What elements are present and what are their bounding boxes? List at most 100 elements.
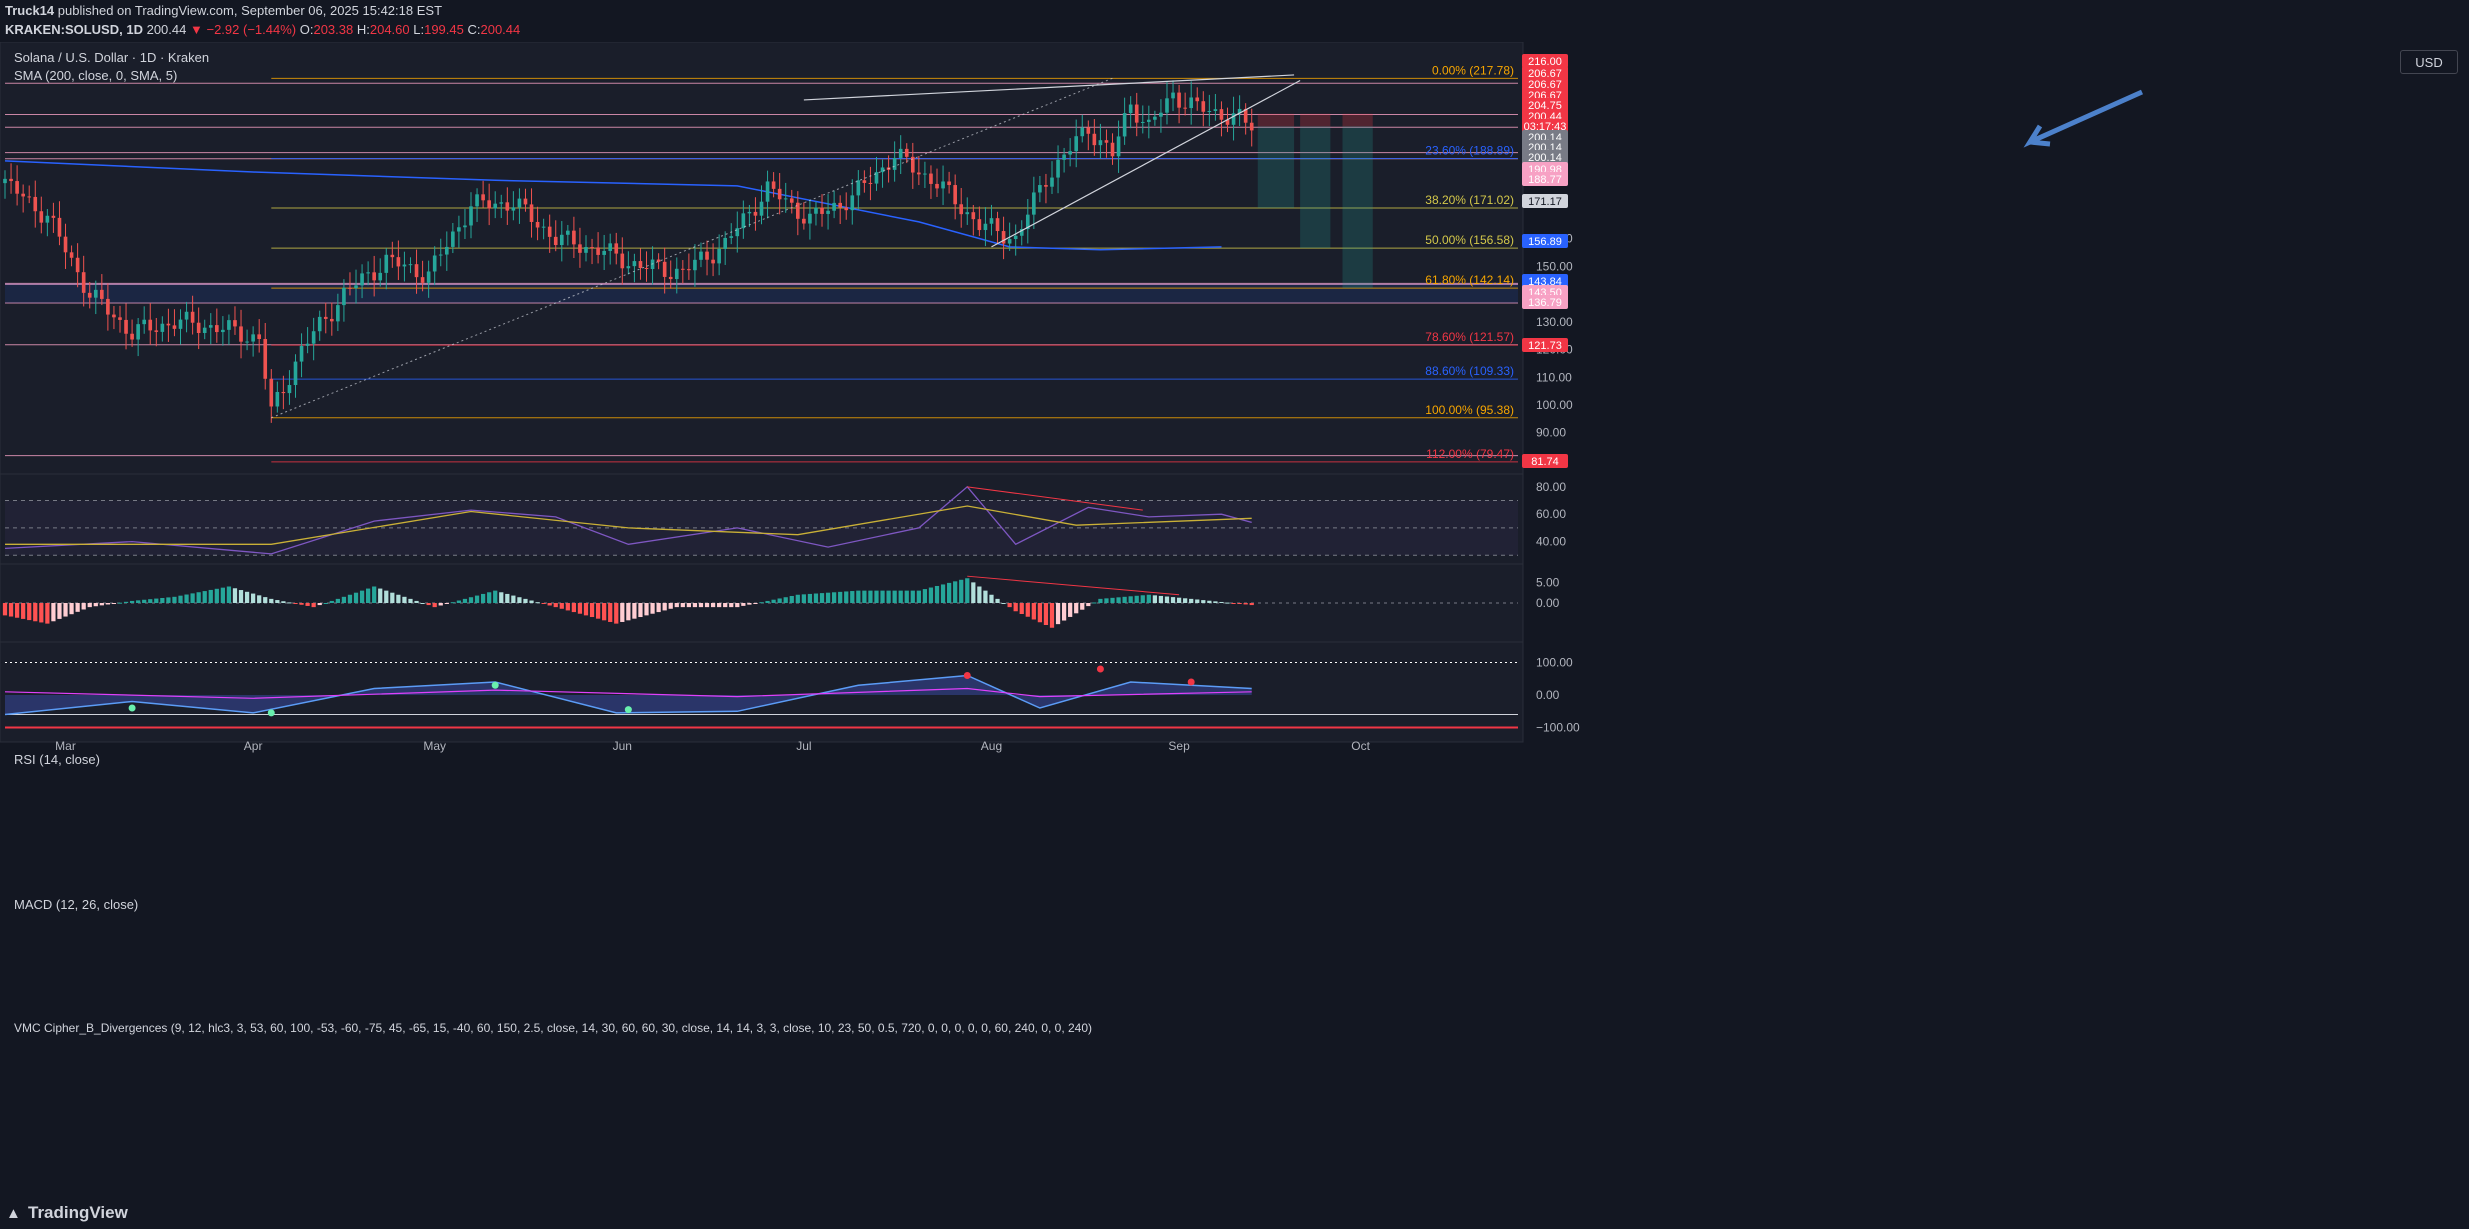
macd-histogram-bar [620, 603, 625, 622]
macd-histogram-bar [75, 603, 80, 612]
candle-body [336, 305, 340, 322]
candle-body [814, 207, 818, 214]
candle-body [196, 322, 201, 333]
macd-histogram-bar [1110, 597, 1115, 603]
candle-body [566, 230, 570, 235]
candle-body [87, 292, 92, 298]
macd-histogram-bar [384, 590, 389, 603]
candle-body [106, 298, 110, 315]
candle-body [1134, 104, 1139, 123]
candle-body [862, 180, 867, 183]
candle-body [832, 202, 836, 211]
rsi-ma-line [5, 505, 1252, 545]
macd-histogram-bar [1237, 603, 1242, 604]
price-badge-text: 171.17 [1528, 196, 1562, 208]
time-axis-tick: Aug [981, 739, 1002, 753]
candle-body [1177, 92, 1181, 108]
macd-histogram-bar [644, 603, 649, 616]
macd-histogram-bar [220, 587, 225, 603]
macd-histogram-bar [487, 592, 492, 603]
time-axis-tick: Jul [796, 739, 811, 753]
candle-body [148, 319, 153, 331]
macd-histogram-bar [577, 603, 583, 614]
candle-body [463, 225, 467, 228]
sma-legend[interactable]: SMA (200, close, 0, SMA, 5) [14, 68, 178, 83]
rsi-pane-title[interactable]: RSI (14, close) [14, 752, 100, 767]
macd-divergence-line [967, 575, 1180, 596]
macd-histogram-bar [263, 597, 268, 603]
macd-histogram-bar [63, 603, 68, 617]
price-badge [1522, 98, 1568, 112]
currency-button[interactable]: USD [2400, 50, 2458, 74]
fib-level-label: 78.60% (121.57) [1425, 330, 1514, 344]
vmc-signal-dot [624, 706, 632, 714]
macd-histogram-bar [789, 595, 794, 603]
macd-histogram-bar [983, 590, 988, 603]
macd-histogram-bar [862, 590, 867, 603]
candle-body [529, 204, 534, 222]
chart-svg[interactable]: 0.00% (217.78) 23.60% (188.89) 38.20% (171… [0, 41, 2469, 1198]
macd-histogram-bar [269, 598, 274, 603]
macd-histogram-bar [971, 582, 976, 603]
author-name[interactable]: Truck14 [5, 3, 55, 18]
footer: ▲ TradingView [0, 1198, 2469, 1229]
macd-histogram-bar [989, 594, 994, 603]
macd-histogram-bar [335, 598, 340, 603]
candle-body [947, 181, 951, 186]
open-value: 203.38 [313, 22, 354, 37]
macd-histogram-bar [305, 603, 310, 606]
macd-histogram-bar [674, 603, 679, 608]
candle-body [354, 285, 358, 289]
price-badge [1522, 274, 1568, 288]
target-zone-box [1300, 126, 1331, 249]
price-badge [1522, 150, 1568, 164]
macd-histogram-bar [1195, 599, 1200, 603]
tradingview-logo[interactable]: ▲ TradingView [6, 1203, 128, 1223]
fib-level-label: 50.00% (156.58) [1425, 233, 1514, 247]
candle-body [154, 330, 159, 332]
macd-histogram-bar [680, 603, 685, 608]
macd-histogram-bar [710, 603, 716, 608]
stop-zone-box [1300, 113, 1331, 127]
macd-histogram-bar [608, 603, 613, 622]
candle-body [1032, 192, 1036, 215]
macd-histogram-bar [729, 603, 734, 608]
candle-body [1086, 127, 1091, 134]
target-zone-box [1257, 126, 1295, 209]
macd-histogram-bar [662, 603, 667, 611]
macd-histogram-bar [741, 603, 746, 606]
candle-body [668, 276, 673, 280]
macd-histogram-bar [529, 600, 534, 603]
macd-histogram-bar [311, 603, 316, 608]
macd-histogram-bar [317, 603, 322, 606]
macd-histogram-bar [1116, 597, 1121, 603]
vmc-signal-dot [491, 681, 499, 689]
candle-body [390, 254, 395, 258]
macd-pane-title[interactable]: MACD (12, 26, close) [14, 897, 139, 912]
macd-histogram-bar [456, 600, 462, 603]
chart-area[interactable]: 0.00% (217.78) 23.60% (188.89) 38.20% (171… [0, 41, 2469, 1198]
candle-body [826, 210, 830, 214]
candle-body [63, 236, 68, 253]
vmc-pane-title[interactable]: VMC Cipher_B_Divergences (9, 12, hlc3, 3… [14, 1021, 1093, 1035]
time-axis-tick: Jun [613, 739, 632, 753]
macd-histogram-bar [1104, 598, 1109, 603]
macd-histogram-bar [166, 597, 171, 603]
candle-body [408, 264, 413, 266]
candle-body [281, 391, 286, 394]
macd-histogram-bar [1080, 603, 1085, 610]
vmc-pane [0, 641, 1524, 743]
macd-histogram-bar [1037, 603, 1043, 623]
demand-zone [5, 283, 1518, 303]
macd-histogram-bar [341, 596, 347, 603]
candle-body [596, 247, 600, 255]
macd-histogram-bar [626, 603, 631, 621]
candle-body [674, 268, 679, 280]
candle-body [620, 253, 625, 269]
candle-body [977, 219, 982, 231]
price-axis-tick: 110.00 [1536, 370, 1572, 384]
candle-body [923, 173, 927, 175]
candle-body [81, 272, 86, 293]
candle-body [475, 194, 479, 207]
price-axis-tick: 90.00 [1536, 426, 1566, 440]
